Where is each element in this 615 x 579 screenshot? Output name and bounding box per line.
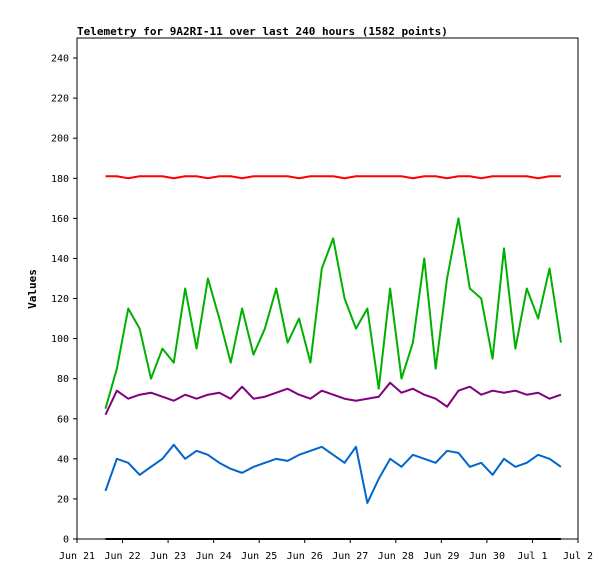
series-line-red [105, 175, 561, 180]
y-tick-label: 40 [57, 454, 69, 465]
series-line-purple [104, 381, 562, 416]
y-tick-label: 20 [57, 494, 69, 505]
y-tick-label: 180 [51, 174, 69, 185]
y-tick-label: 60 [57, 414, 69, 425]
x-tick-label: Jun 24 [196, 551, 232, 562]
chart-title: Telemetry for 9A2RI-11 over last 240 hou… [77, 25, 448, 38]
y-tick-label: 140 [51, 254, 69, 265]
y-axis-label: Values [26, 269, 39, 309]
series-group [104, 175, 562, 540]
y-tick-label: 160 [51, 214, 69, 225]
series-line-green [104, 217, 562, 410]
x-axis: Jun 21 Jun 22 Jun 23 Jun 24 Jun 25 Jun 26 Jun … [59, 539, 593, 562]
y-tick-label: 0 [63, 535, 69, 546]
y-tick-label: 120 [51, 294, 69, 305]
x-tick-label: Jun 30 [469, 551, 505, 562]
y-tick-label: 220 [51, 94, 69, 105]
x-tick-label: Jun 22 [104, 551, 140, 562]
x-tick-label: Jun 21 [59, 551, 95, 562]
x-tick-label: Jun 29 [423, 551, 459, 562]
x-tick-label: Jun 25 [241, 551, 277, 562]
y-tick-label: 100 [51, 334, 69, 345]
y-axis: 0 20 40 60 80 100 120 140 160 180 200 220 240 [51, 54, 77, 546]
y-tick-label: 80 [57, 374, 69, 385]
x-tick-label: Jul 1 [517, 551, 547, 562]
x-tick-label: Jul 2 [563, 551, 593, 562]
x-tick-label: Jun 28 [378, 551, 414, 562]
x-tick-label: Jun 26 [287, 551, 323, 562]
series-line-blue [104, 443, 562, 504]
y-tick-label: 200 [51, 134, 69, 145]
x-tick-label: Jun 27 [332, 551, 368, 562]
y-tick-label: 240 [51, 54, 69, 65]
plot-frame [76, 37, 579, 540]
x-tick-label: Jun 23 [150, 551, 186, 562]
